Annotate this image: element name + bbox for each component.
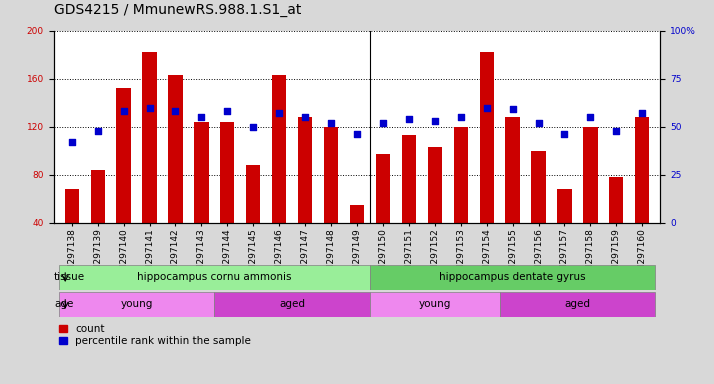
Bar: [480, 52, 494, 223]
Bar: [583, 127, 598, 223]
Point: [221, 108, 233, 114]
Point: [559, 131, 570, 137]
Point: [273, 110, 285, 116]
Point: [351, 131, 363, 137]
Bar: [500, 292, 655, 317]
Bar: [609, 177, 623, 223]
Bar: [350, 205, 364, 223]
Bar: [272, 75, 286, 223]
Bar: [64, 189, 79, 223]
Point: [481, 104, 493, 111]
Point: [248, 124, 259, 130]
Text: aged: aged: [565, 299, 590, 310]
Bar: [453, 127, 468, 223]
Bar: [91, 170, 105, 223]
Point: [585, 114, 596, 120]
Bar: [298, 117, 312, 223]
Bar: [142, 52, 156, 223]
Point: [455, 114, 466, 120]
Bar: [402, 135, 416, 223]
Bar: [506, 117, 520, 223]
Bar: [324, 127, 338, 223]
Text: hippocampus dentate gyrus: hippocampus dentate gyrus: [439, 272, 586, 283]
Bar: [428, 147, 442, 223]
Bar: [558, 189, 572, 223]
Point: [170, 108, 181, 114]
Point: [92, 127, 104, 134]
Bar: [635, 117, 650, 223]
Bar: [116, 88, 131, 223]
Bar: [59, 265, 370, 290]
Bar: [194, 122, 208, 223]
Point: [377, 120, 388, 126]
Point: [118, 108, 129, 114]
Bar: [169, 75, 183, 223]
Text: hippocampus cornu ammonis: hippocampus cornu ammonis: [137, 272, 291, 283]
Bar: [214, 292, 370, 317]
Text: tissue: tissue: [54, 272, 85, 283]
Point: [429, 118, 441, 124]
Bar: [370, 265, 655, 290]
Point: [610, 127, 622, 134]
Bar: [531, 151, 545, 223]
Bar: [246, 165, 261, 223]
Bar: [370, 292, 500, 317]
Legend: count, percentile rank within the sample: count, percentile rank within the sample: [59, 324, 251, 346]
Bar: [220, 122, 234, 223]
Bar: [59, 292, 214, 317]
Point: [299, 114, 311, 120]
Point: [326, 120, 337, 126]
Point: [507, 106, 518, 113]
Point: [144, 104, 155, 111]
Point: [637, 110, 648, 116]
Point: [196, 114, 207, 120]
Text: aged: aged: [279, 299, 305, 310]
Text: young: young: [418, 299, 451, 310]
Point: [66, 139, 77, 145]
Bar: [376, 154, 390, 223]
Text: young: young: [121, 299, 153, 310]
Text: age: age: [54, 299, 74, 310]
Text: GDS4215 / MmunewRS.988.1.S1_at: GDS4215 / MmunewRS.988.1.S1_at: [54, 3, 301, 17]
Point: [533, 120, 544, 126]
Point: [403, 116, 415, 122]
